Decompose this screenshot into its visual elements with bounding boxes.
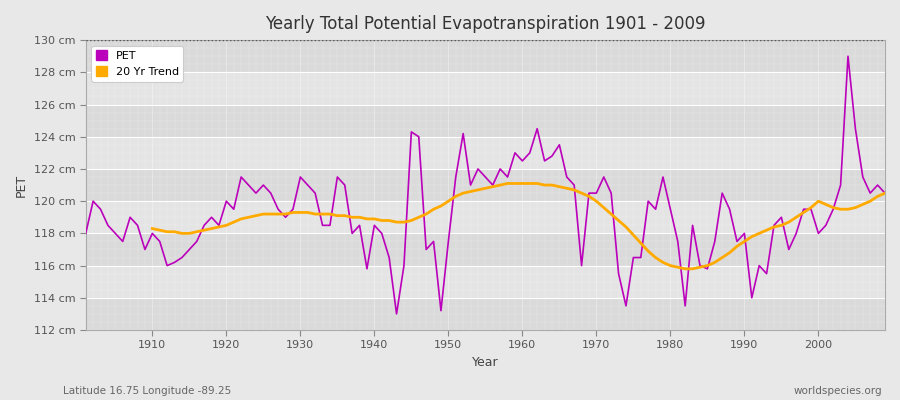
Text: worldspecies.org: worldspecies.org (794, 386, 882, 396)
Bar (86, 104, 885, 137)
Y-axis label: PET: PET (15, 174, 28, 197)
Title: Yearly Total Potential Evapotranspiration 1901 - 2009: Yearly Total Potential Evapotranspiratio… (266, 15, 706, 33)
Bar (86, 233, 885, 266)
Bar (86, 169, 885, 201)
Bar (86, 201, 885, 233)
Bar (86, 266, 885, 298)
Legend: PET, 20 Yr Trend: PET, 20 Yr Trend (91, 46, 184, 82)
Bar (86, 72, 885, 104)
Bar (86, 298, 885, 330)
Bar (86, 137, 885, 169)
Bar (86, 40, 885, 72)
X-axis label: Year: Year (472, 356, 499, 369)
Text: Latitude 16.75 Longitude -89.25: Latitude 16.75 Longitude -89.25 (63, 386, 231, 396)
